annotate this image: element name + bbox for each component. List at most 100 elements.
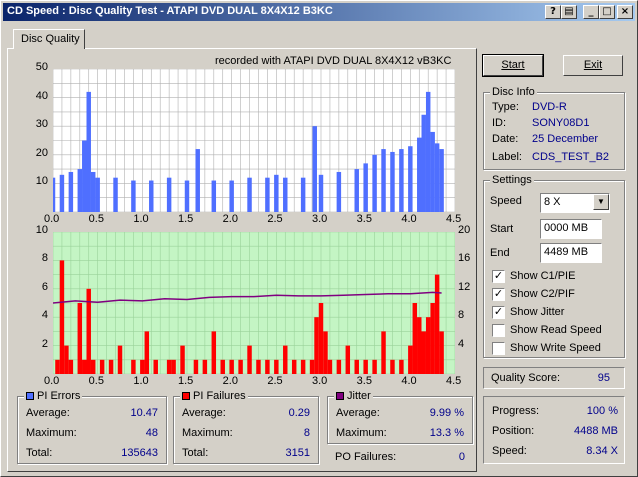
pi-failure-bar	[336, 359, 342, 374]
pi-failure-bar	[430, 303, 435, 374]
minimize-button[interactable]: _	[583, 5, 599, 19]
progress-box: Progress: 100 % Position: 4488 MB Speed: 8.…	[483, 396, 625, 464]
pi-error-bar	[68, 171, 74, 212]
speed-select[interactable]: 8 X ▼	[540, 193, 610, 213]
pi-failures-jitter-chart	[53, 232, 455, 374]
x-tick-label: 0.5	[88, 375, 104, 387]
jitter-swatch	[336, 392, 344, 400]
pi-failure-bar	[144, 331, 150, 374]
x-tick-label: 3.0	[312, 213, 328, 225]
maximize-button[interactable]: □	[599, 5, 615, 19]
pi-error-bar	[247, 177, 252, 212]
pi-failure-bar	[274, 359, 279, 374]
y-tick-label: 10	[35, 175, 48, 188]
disc-quality-panel	[7, 48, 477, 472]
x-tick-label: 1.5	[178, 213, 194, 225]
pi-failure-bar	[390, 359, 395, 374]
disc-info-title: Disc Info	[490, 86, 537, 98]
exit-button[interactable]: Exit	[563, 55, 623, 76]
x-tick-label: 1.0	[133, 375, 149, 387]
pi-failure-bar	[309, 359, 315, 374]
pi-failure-bar	[117, 345, 123, 374]
pi-failure-bar	[180, 345, 185, 374]
show-write-speed-checkbox[interactable]: Show Write Speed	[492, 341, 601, 355]
pi-failure-bar	[77, 303, 83, 374]
y-tick-label: 10	[35, 224, 48, 236]
end-label: End	[490, 247, 510, 259]
check-icon[interactable]: ✓	[492, 287, 505, 301]
pi-error-bar	[90, 171, 96, 212]
chevron-down-icon[interactable]: ▼	[593, 194, 609, 210]
stat-row: Maximum: 48	[26, 427, 158, 439]
stat-row: Average: 0.29	[182, 407, 310, 419]
pi-error-bar	[229, 180, 234, 212]
pi-failures-title: PI Failures	[193, 390, 246, 402]
pi-error-bar	[430, 131, 435, 212]
pi-failure-bar	[434, 274, 440, 374]
show-jitter-checkbox[interactable]: ✓ Show Jitter	[492, 305, 565, 319]
pi-failure-bar	[408, 345, 413, 374]
pi-error-bar	[408, 146, 413, 212]
check-icon[interactable]: ✓	[492, 305, 505, 319]
pi-failure-bar	[345, 345, 351, 374]
x-tick-label: 4.5	[446, 375, 462, 387]
pi-error-bar	[211, 180, 217, 212]
recorded-with-label: recorded with ATAPI DVD DUAL 8X4X12 vB3K…	[215, 55, 452, 67]
tab-disc-quality[interactable]: Disc Quality	[13, 29, 85, 49]
window-title: CD Speed : Disc Quality Test - ATAPI DVD…	[7, 5, 333, 17]
y-tick-label: 6	[41, 280, 48, 293]
pi-failure-bar	[300, 359, 306, 374]
progress-row: Position: 4488 MB	[492, 425, 618, 437]
pi-failure-bar	[283, 345, 288, 374]
pi-failure-bar	[412, 303, 418, 374]
start-input[interactable]: 0000 MB	[540, 219, 602, 239]
pi-failure-bar	[314, 317, 319, 374]
pi-error-bar	[113, 177, 118, 212]
show-c1-pie-checkbox[interactable]: ✓ Show C1/PIE	[492, 269, 576, 283]
pi-error-bar	[390, 151, 395, 212]
x-tick-label: 1.5	[178, 375, 194, 387]
pi-errors-chart	[53, 69, 455, 212]
y-tick-label: 30	[35, 118, 48, 131]
end-input[interactable]: 4489 MB	[540, 243, 602, 263]
speed-label: Speed	[490, 195, 522, 207]
title-bar[interactable]: CD Speed : Disc Quality Test - ATAPI DVD…	[3, 3, 635, 21]
pi-errors-swatch	[26, 392, 34, 400]
check-icon[interactable]: ✓	[492, 269, 505, 283]
close-button[interactable]: ×	[617, 5, 633, 19]
x-tick-label: 3.5	[356, 213, 372, 225]
progress-row: Speed: 8.34 X	[492, 445, 618, 457]
show-c2-pif-checkbox[interactable]: ✓ Show C2/PIF	[492, 287, 575, 301]
disc-info-group: Disc Info Type: DVD-R ID: SONY08D1 Date: 25…	[483, 86, 625, 170]
pi-failure-bar	[327, 359, 333, 374]
show-read-speed-checkbox[interactable]: Show Read Speed	[492, 323, 602, 337]
pi-error-bar	[399, 149, 404, 212]
pi-error-bar	[265, 177, 270, 212]
stat-row: Maximum: 8	[182, 427, 310, 439]
settings-group: Settings Speed 8 X ▼ Start 0000 MB End 4…	[483, 174, 625, 358]
pi-error-bar	[59, 174, 65, 212]
pi-failure-bar	[417, 317, 422, 374]
pi-failure-bar	[64, 345, 69, 374]
pi-failure-bar	[354, 359, 359, 374]
pi-failure-bar	[291, 359, 297, 374]
quality-score-box: Quality Score: 95	[483, 367, 625, 389]
pi-error-bar	[195, 149, 200, 212]
pi-failure-bar	[381, 331, 386, 374]
pi-failure-bar	[238, 359, 243, 374]
help-icon[interactable]: ?	[545, 5, 561, 19]
stat-row: Total: 135643	[26, 447, 158, 459]
stat-row: Average: 9.99 %	[336, 407, 464, 419]
pi-error-bar	[425, 91, 431, 212]
stat-row: Total: 3151	[182, 447, 310, 459]
pi-failure-bar	[229, 359, 234, 374]
pi-error-bar	[53, 177, 56, 212]
y2-tick-label: 20	[458, 224, 471, 236]
start-button[interactable]: Start	[483, 55, 543, 76]
pi-failure-bar	[193, 359, 199, 374]
quality-score-value: 95	[597, 372, 610, 384]
pi-failure-bar	[256, 359, 261, 374]
pi-error-bar	[421, 114, 426, 212]
pi-failure-bar	[439, 331, 444, 374]
save-icon[interactable]: ▤	[561, 5, 577, 19]
